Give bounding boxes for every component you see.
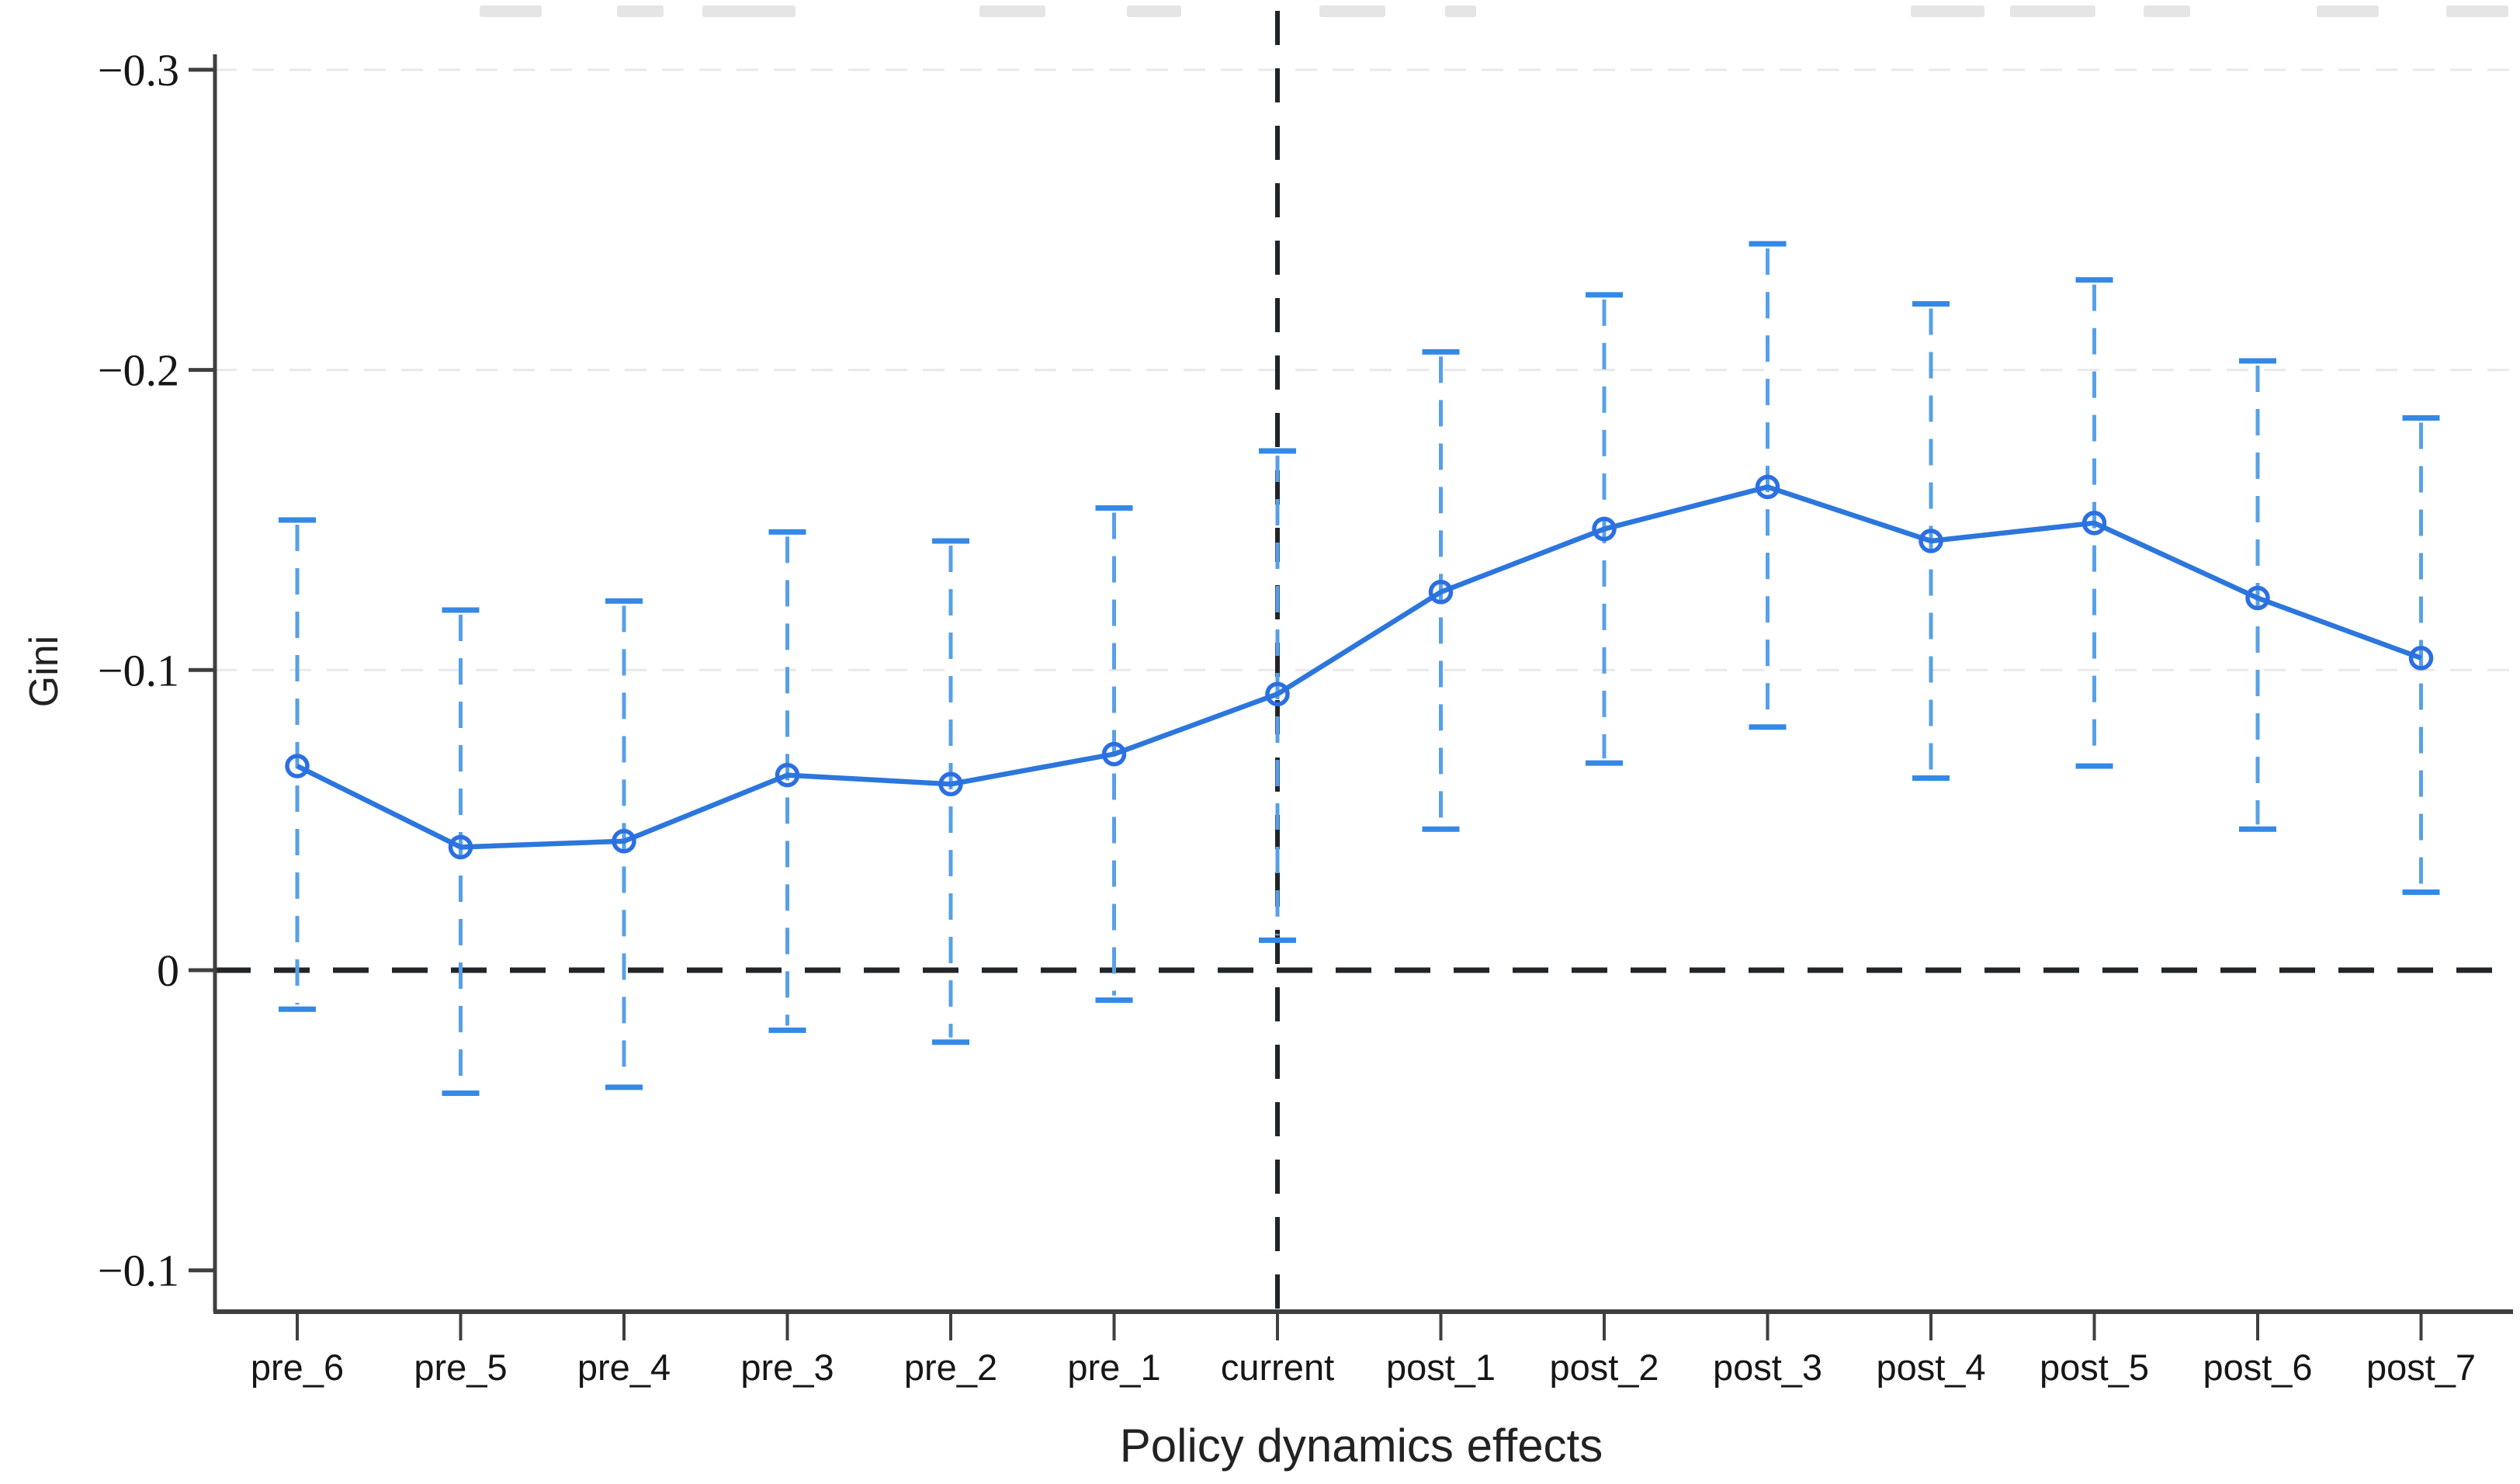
cropped-text-artifact: [1911, 5, 1984, 17]
estimate-marker: [612, 828, 636, 854]
y-tick-label: −0.2: [98, 345, 179, 396]
cropped-text-artifact: [1319, 5, 1385, 17]
x-tick-label: pre_2: [904, 1347, 997, 1388]
x-tick-label: pre_5: [414, 1347, 507, 1388]
cropped-text-artifact: [480, 5, 542, 17]
cropped-text-artifact: [2317, 5, 2379, 17]
y-tick-label: −0.3: [98, 45, 179, 95]
estimate-marker: [1265, 681, 1290, 706]
cropped-text-artifact: [1127, 5, 1181, 17]
estimate-marker: [1101, 741, 1127, 767]
x-tick-label: post_6: [2203, 1347, 2312, 1388]
x-tick-label: post_7: [2366, 1347, 2476, 1388]
estimate-marker: [2408, 646, 2434, 671]
y-tick-label: −0.1: [98, 1246, 179, 1296]
cropped-text-artifact: [2010, 5, 2095, 17]
x-tick-label: pre_1: [1067, 1347, 1160, 1388]
x-tick-label: post_2: [1549, 1347, 1659, 1388]
estimate-marker: [1428, 580, 1454, 605]
x-tick-label: pre_6: [251, 1347, 344, 1388]
y-tick-label: 0: [157, 945, 179, 996]
estimate-marker: [1919, 529, 1943, 553]
estimate-marker: [1592, 516, 1617, 542]
x-tick-label: pre_4: [577, 1347, 671, 1388]
cropped-text-artifact: [979, 5, 1045, 17]
x-tick-label: post_3: [1713, 1347, 1822, 1388]
x-tick-label: post_1: [1386, 1347, 1496, 1388]
cropped-text-artifact: [617, 5, 664, 17]
x-tick-label: post_4: [1876, 1347, 1985, 1388]
x-tick-label: pre_3: [740, 1347, 834, 1388]
estimate-line: [296, 484, 2422, 850]
estimate-marker: [775, 762, 800, 788]
estimate-marker: [938, 771, 963, 796]
estimate-marker: [2245, 585, 2270, 611]
x-tick-label: current: [1221, 1347, 1334, 1388]
y-axis-title: Gini: [22, 635, 67, 708]
estimate-marker: [448, 834, 473, 860]
cropped-text-artifact: [702, 5, 796, 17]
cropped-text-artifact: [2446, 5, 2508, 17]
x-tick-label: post_5: [2040, 1347, 2149, 1388]
cropped-text-artifact: [1445, 5, 1476, 17]
estimate-marker: [2082, 511, 2107, 536]
x-axis-title: Policy dynamics effects: [1119, 1420, 1603, 1472]
estimate-marker: [1755, 474, 1780, 500]
y-tick-label: −0.1: [98, 645, 179, 695]
cropped-text-artifact: [2144, 5, 2190, 17]
estimate-marker: [285, 754, 310, 778]
